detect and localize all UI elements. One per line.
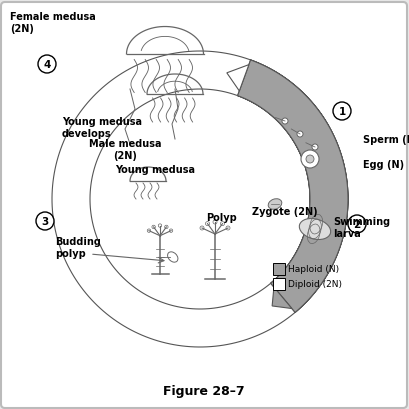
Text: Budding
polyp: Budding polyp — [55, 237, 101, 258]
Circle shape — [282, 119, 288, 125]
Bar — [273, 278, 285, 290]
Circle shape — [306, 155, 314, 164]
Text: Diploid (2N): Diploid (2N) — [288, 280, 342, 289]
Polygon shape — [52, 52, 348, 347]
Ellipse shape — [168, 252, 178, 263]
Text: Female medusa
(2N): Female medusa (2N) — [10, 12, 96, 34]
Text: Young medusa: Young medusa — [115, 164, 195, 175]
Text: Young medusa
develops: Young medusa develops — [62, 117, 142, 139]
Ellipse shape — [299, 219, 330, 240]
Polygon shape — [238, 61, 348, 312]
Text: Swimming
larva: Swimming larva — [333, 217, 390, 238]
Text: 1: 1 — [338, 107, 346, 117]
Circle shape — [301, 151, 319, 169]
Text: Polyp: Polyp — [207, 213, 237, 222]
Text: 2: 2 — [353, 220, 361, 229]
Text: Egg (N): Egg (N) — [363, 160, 404, 170]
Bar — [273, 263, 285, 275]
Circle shape — [333, 103, 351, 121]
Text: Zygote (2N): Zygote (2N) — [252, 207, 318, 216]
Circle shape — [38, 56, 56, 74]
Ellipse shape — [268, 199, 282, 210]
Polygon shape — [227, 65, 249, 92]
Text: Haploid (N): Haploid (N) — [288, 265, 339, 274]
Text: Figure 28–7: Figure 28–7 — [163, 384, 245, 397]
Circle shape — [297, 132, 303, 138]
Circle shape — [348, 216, 366, 234]
FancyBboxPatch shape — [1, 3, 407, 408]
Circle shape — [312, 145, 318, 151]
Text: Sperm (N): Sperm (N) — [363, 135, 409, 145]
Text: 3: 3 — [41, 216, 49, 227]
Text: Male medusa
(2N): Male medusa (2N) — [89, 139, 161, 160]
Circle shape — [36, 213, 54, 230]
Text: 4: 4 — [43, 60, 51, 70]
Polygon shape — [272, 288, 292, 309]
